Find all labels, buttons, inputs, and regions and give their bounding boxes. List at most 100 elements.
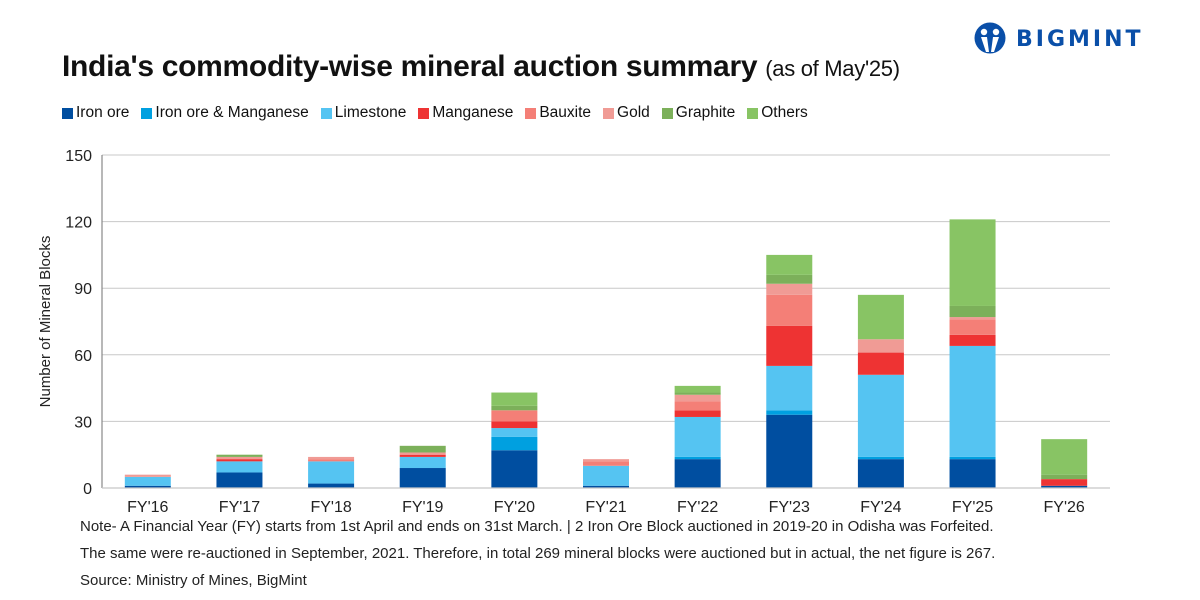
legend-label: Iron ore & Manganese	[155, 104, 309, 121]
bar-segment-iron-ore	[124, 485, 171, 488]
bar-segment-limestone	[857, 374, 904, 457]
brand-name: BIGMINT	[1016, 26, 1144, 52]
bar-segment-bauxite	[491, 410, 538, 422]
legend-swatch	[747, 107, 759, 119]
bigmint-logo-icon	[974, 22, 1006, 54]
bar-segment-bauxite	[583, 461, 629, 466]
bar-segment-iron-ore-manganese	[949, 456, 996, 460]
legend-item: Iron ore	[62, 104, 129, 122]
bar-segment-others	[857, 294, 904, 340]
bar-segment-gold	[399, 452, 446, 455]
legend-swatch	[661, 107, 673, 119]
legend-label: Iron ore	[76, 104, 130, 121]
bar-segment-manganese	[949, 334, 996, 346]
bar-segment-limestone	[766, 365, 813, 411]
x-tick-label: FY'26	[1044, 499, 1085, 516]
bar-segment-iron-ore	[674, 459, 721, 488]
chart-title: India's commodity-wise mineral auction s…	[62, 50, 900, 84]
bar-segment-graphite	[674, 392, 721, 395]
x-tick-label: FY'16	[127, 499, 168, 516]
x-tick-label: FY'25	[952, 499, 993, 516]
bar-segment-bauxite	[949, 319, 996, 335]
bar-segment-others	[949, 219, 996, 306]
bar-segment-iron-ore-manganese	[491, 436, 538, 451]
y-tick-label: 150	[65, 148, 92, 165]
x-tick-label: FY'19	[402, 499, 443, 516]
y-tick-label: 0	[83, 481, 92, 498]
bar-segment-iron-ore	[491, 450, 538, 488]
title-subtitle: (as of May'25)	[765, 56, 900, 81]
note-line-2: The same were re-auctioned in September,…	[80, 545, 996, 562]
bar-segment-manganese	[1041, 479, 1088, 486]
legend-item: Bauxite	[525, 104, 591, 122]
legend-item: Limestone	[320, 104, 407, 122]
bar-segment-others	[1041, 439, 1088, 475]
bar-segment-limestone	[491, 428, 538, 437]
bar-segment-iron-ore	[949, 459, 996, 488]
legend-swatch	[525, 107, 537, 119]
x-tick-label: FY'24	[860, 499, 901, 516]
legend-label: Graphite	[675, 104, 736, 121]
bar-segment-manganese	[674, 410, 721, 417]
bar-segment-graphite	[491, 405, 538, 411]
y-tick-label: 120	[65, 215, 92, 232]
legend-swatch	[418, 107, 430, 119]
bar-segment-iron-ore	[399, 468, 446, 488]
legend-label: Limestone	[334, 104, 407, 121]
y-tick-label: 90	[74, 281, 92, 298]
bar-segment-manganese	[766, 325, 813, 366]
legend-item: Graphite	[661, 104, 736, 122]
x-tick-label: FY'17	[219, 499, 260, 516]
bar-segment-gold	[674, 394, 721, 402]
bar-segment-manganese	[491, 421, 538, 429]
y-tick-label: 30	[74, 414, 92, 431]
bar-segment-iron-ore	[583, 485, 629, 488]
x-tick-label: FY'21	[585, 499, 626, 516]
bar-segment-others	[766, 254, 813, 275]
footnotes: Note- A Financial Year (FY) starts from …	[80, 513, 995, 594]
bar-segment-bauxite	[308, 459, 355, 462]
bar-segment-limestone	[399, 456, 446, 469]
legend-item: Iron ore & Manganese	[141, 104, 309, 122]
bar-segment-limestone	[674, 416, 721, 457]
bar-segment-limestone	[216, 461, 263, 473]
legend-label: Others	[761, 104, 808, 121]
bar-segment-limestone	[308, 461, 355, 484]
legend-swatch	[603, 107, 615, 119]
bar-segment-graphite	[766, 274, 813, 284]
note-line-1: Note- A Financial Year (FY) starts from …	[80, 518, 994, 535]
x-tick-label: FY'18	[310, 499, 351, 516]
bar-segment-iron-ore	[308, 483, 355, 488]
legend-item: Others	[747, 104, 808, 122]
legend-item: Manganese	[418, 104, 513, 122]
x-tick-label: FY'22	[677, 499, 718, 516]
bar-segment-limestone	[583, 465, 629, 486]
bar-segment-graphite	[949, 305, 996, 318]
x-tick-label: FY'23	[769, 499, 810, 516]
bar-segment-iron-ore-manganese	[857, 456, 904, 460]
bar-segment-gold	[766, 283, 813, 295]
bar-segment-others	[491, 392, 538, 406]
title-main: India's commodity-wise mineral auction s…	[62, 50, 758, 83]
bar-segment-iron-ore	[766, 414, 813, 488]
bar-segment-others	[674, 385, 721, 393]
chart-legend: Iron ore Iron ore & Manganese Limestone Man…	[62, 104, 808, 122]
bar-segment-gold	[583, 459, 629, 462]
bar-segment-gold	[857, 339, 904, 353]
legend-label: Manganese	[432, 104, 514, 121]
bar-segment-manganese	[216, 459, 263, 462]
bar-segment-iron-ore	[216, 472, 263, 488]
note-source: Source: Ministry of Mines, BigMint	[80, 572, 307, 589]
legend-item: Gold	[603, 104, 650, 122]
bar-segment-manganese	[399, 454, 446, 457]
bar-segment-bauxite	[674, 401, 721, 411]
bar-segment-gold	[124, 474, 171, 477]
bar-segment-manganese	[857, 352, 904, 375]
y-tick-label: 60	[74, 348, 92, 365]
legend-swatch	[320, 107, 332, 119]
bar-segment-graphite	[216, 454, 263, 457]
legend-label: Gold	[617, 104, 650, 121]
legend-swatch	[141, 107, 153, 119]
bar-segment-iron-ore-manganese	[766, 410, 813, 415]
